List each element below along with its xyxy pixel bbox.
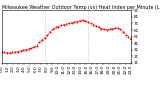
Text: Milwaukee Weather Outdoor Temp (vs) Heat Index per Minute (Last 24 Hours): Milwaukee Weather Outdoor Temp (vs) Heat…	[2, 5, 160, 10]
